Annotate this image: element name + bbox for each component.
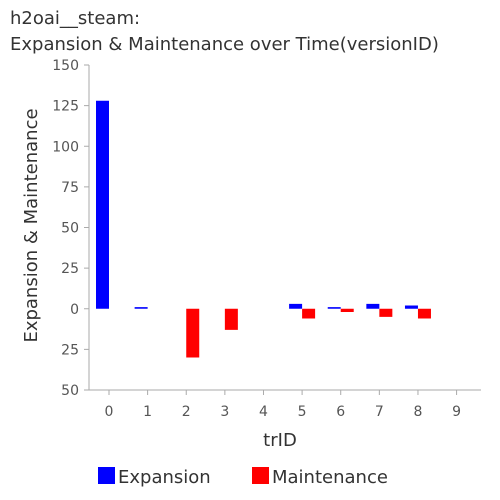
maintenance-bar xyxy=(340,308,354,312)
x-axis-title: trID xyxy=(263,430,297,451)
maintenance-legend-swatch xyxy=(252,467,269,484)
expansion-bar xyxy=(327,307,341,309)
y-tick-label: 0 xyxy=(70,302,79,318)
expansion-bar xyxy=(134,307,148,309)
expansion-bar xyxy=(404,305,418,309)
x-tick-label: 8 xyxy=(414,404,423,420)
x-tick-label: 5 xyxy=(298,404,307,420)
maintenance-bar xyxy=(379,308,393,317)
y-tick-label: 25 xyxy=(61,342,79,358)
x-tick-label: 7 xyxy=(375,404,384,420)
y-tick-label: 100 xyxy=(52,139,79,155)
x-tick-label: 3 xyxy=(220,404,229,420)
y-tick-label: 150 xyxy=(52,58,79,74)
maintenance-bar xyxy=(186,308,200,358)
maintenance-bar xyxy=(302,308,316,319)
x-tick-label: 9 xyxy=(452,404,461,420)
y-tick-label: 50 xyxy=(61,383,79,399)
expansion-bar xyxy=(366,303,380,309)
y-tick-label: 50 xyxy=(61,221,79,237)
expansion-legend-label: Expansion xyxy=(118,467,211,488)
chart-title-line-2: Expansion & Maintenance over Time(versio… xyxy=(10,34,439,55)
chart-title-line-1: h2oai__steam: xyxy=(10,8,141,29)
x-tick-label: 6 xyxy=(336,404,345,420)
x-tick-label: 0 xyxy=(105,404,114,420)
y-tick-label: 25 xyxy=(61,261,79,277)
expansion-legend-swatch xyxy=(98,467,115,484)
y-tick-label: 125 xyxy=(52,99,79,115)
x-tick-label: 4 xyxy=(259,404,268,420)
maintenance-legend-label: Maintenance xyxy=(272,467,388,488)
expansion-bar xyxy=(289,303,303,309)
maintenance-bar xyxy=(224,308,238,330)
expansion-bar xyxy=(96,100,109,309)
y-axis-title: Expansion & Maintenance xyxy=(21,108,42,342)
maintenance-bar xyxy=(417,308,431,319)
x-tick-label: 2 xyxy=(182,404,191,420)
x-tick-label: 1 xyxy=(143,404,152,420)
y-tick-label: 75 xyxy=(61,180,79,196)
